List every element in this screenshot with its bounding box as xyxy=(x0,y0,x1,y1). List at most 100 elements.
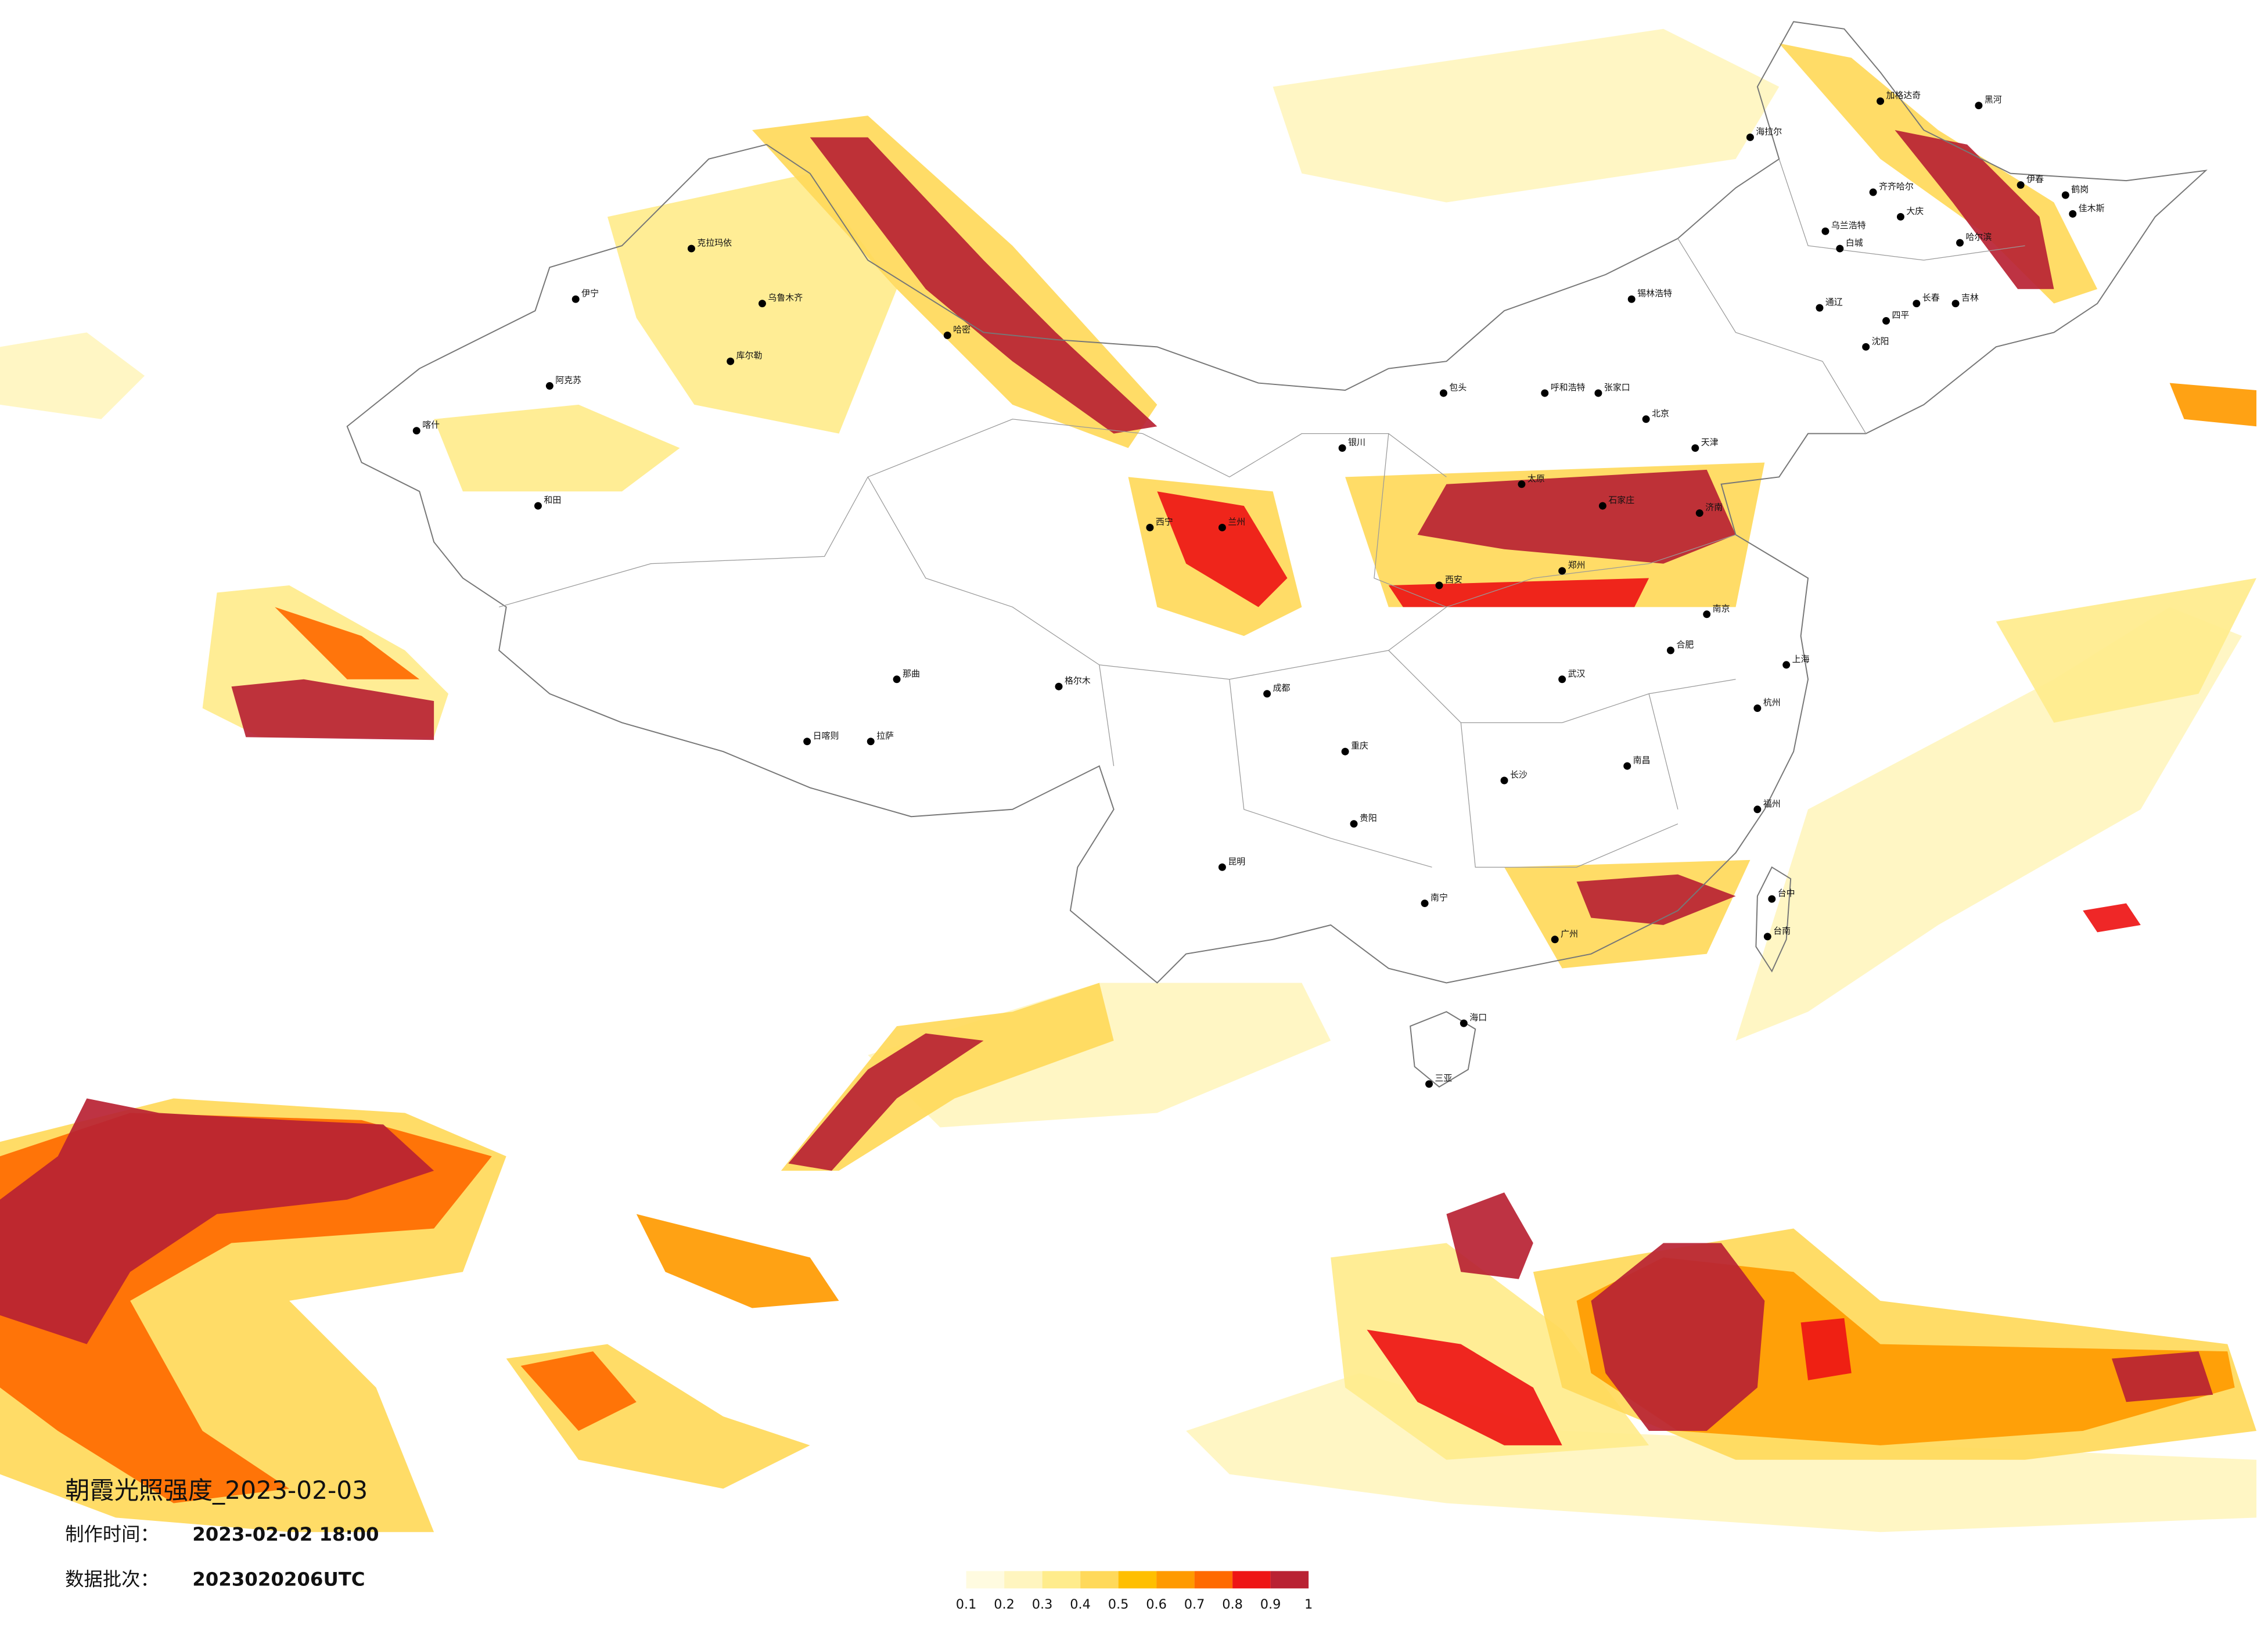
city-label: 四平 xyxy=(1892,310,1909,321)
city-dot xyxy=(1862,343,1870,351)
city-dot xyxy=(1951,300,1960,308)
province-borders xyxy=(499,159,2025,868)
city-label: 和田 xyxy=(544,495,561,505)
city-label: 北京 xyxy=(1652,408,1669,419)
legend: 0.1 0.2 0.3 0.4 0.5 0.6 0.7 0.8 0.9 1 xyxy=(956,1571,1313,1612)
city-label: 石家庄 xyxy=(1608,495,1634,505)
city-dot xyxy=(1666,646,1674,654)
legend-tick-label: 1 xyxy=(1304,1597,1313,1612)
city-dot xyxy=(1816,304,1824,312)
city-label: 伊春 xyxy=(2026,174,2044,185)
city-dot xyxy=(1558,675,1566,684)
city-label: 哈尔滨 xyxy=(1965,232,1992,242)
city-label: 喀什 xyxy=(422,420,440,430)
city-dot xyxy=(803,738,811,746)
city-label: 西宁 xyxy=(1156,516,1173,527)
taiwan xyxy=(1755,866,1792,973)
city-label: 乌鲁木齐 xyxy=(768,293,803,303)
city-dot xyxy=(1882,317,1890,325)
city-label: 伊宁 xyxy=(581,288,599,298)
city-label: 乌兰浩特 xyxy=(1831,220,1866,231)
city-label: 济南 xyxy=(1705,502,1723,513)
city-dot xyxy=(1435,581,1443,589)
intensity-area xyxy=(520,1351,637,1431)
city-dot xyxy=(2061,191,2069,199)
city-dot xyxy=(1146,523,1154,531)
city-label: 武汉 xyxy=(1568,668,1586,679)
intensity-area xyxy=(1157,491,1288,607)
city-dot xyxy=(1218,863,1226,871)
intensity-area xyxy=(2083,903,2141,933)
city-dot xyxy=(1439,389,1447,397)
legend-tick-label: 0.6 xyxy=(1146,1597,1167,1612)
legend-swatch xyxy=(1194,1571,1233,1589)
city-label: 阿克苏 xyxy=(555,375,581,386)
city-dot xyxy=(1594,389,1602,397)
city-label: 重庆 xyxy=(1351,740,1368,751)
city-label: 通辽 xyxy=(1825,297,1843,307)
intensity-area xyxy=(788,1033,984,1171)
intensity-area xyxy=(0,1098,434,1344)
city-label: 南宁 xyxy=(1430,893,1448,903)
city-label: 台南 xyxy=(1773,926,1791,936)
city-dot xyxy=(943,331,951,339)
legend-tick-label: 0.7 xyxy=(1184,1597,1205,1612)
intensity-area xyxy=(1446,1192,1533,1279)
intensity-area xyxy=(2112,1351,2213,1402)
city-dot xyxy=(1421,900,1429,908)
city-label: 福州 xyxy=(1763,798,1781,809)
intensity-area xyxy=(1367,1329,1562,1445)
legend-tick-label: 0.4 xyxy=(1070,1597,1091,1612)
city-dot xyxy=(1460,1019,1468,1027)
city-label: 齐齐哈尔 xyxy=(1879,181,1914,192)
city-dot xyxy=(1695,509,1703,517)
city-label: 黑河 xyxy=(1985,95,2002,105)
city-label: 银川 xyxy=(1348,437,1365,448)
mainland-border xyxy=(346,21,2208,984)
city-dot xyxy=(1913,300,1921,308)
intensity-area xyxy=(1388,578,1649,607)
intensity-area xyxy=(636,1214,839,1308)
city-dot xyxy=(1350,820,1358,828)
city-dot xyxy=(572,295,580,303)
city-label: 库尔勒 xyxy=(736,350,763,361)
city-label: 那曲 xyxy=(903,668,920,679)
city-label: 克拉玛依 xyxy=(697,238,732,248)
legend-tick-label: 0.8 xyxy=(1222,1597,1243,1612)
city-dot xyxy=(1956,239,1964,247)
intensity-area xyxy=(275,607,420,679)
city-dot xyxy=(1753,704,1762,713)
city-dot xyxy=(1821,227,1830,235)
city-dot xyxy=(727,357,735,365)
batch: 2023020206UTC xyxy=(192,1568,365,1590)
city-label: 合肥 xyxy=(1676,639,1694,650)
city-dot xyxy=(1623,762,1631,770)
city-label: 郑州 xyxy=(1568,560,1586,570)
city-label: 吉林 xyxy=(1961,293,1979,303)
city-dot xyxy=(1896,213,1904,221)
city-dot xyxy=(1551,936,1559,944)
city-label: 杭州 xyxy=(1763,697,1781,708)
city-dot xyxy=(1518,480,1526,488)
city-dot xyxy=(412,427,420,435)
city-label: 包头 xyxy=(1449,382,1467,393)
intensity-area xyxy=(1895,130,2054,289)
city-dot xyxy=(1753,805,1762,814)
city-dot xyxy=(687,244,695,253)
city-dot xyxy=(1425,1080,1433,1088)
legend-swatch xyxy=(966,1571,1005,1589)
intensity-area xyxy=(1735,607,2242,1041)
city-dot xyxy=(2017,181,2025,189)
city-dot xyxy=(1263,690,1271,698)
city-dot xyxy=(867,738,875,746)
intensity-area xyxy=(1591,1243,1765,1431)
city-label: 贵阳 xyxy=(1360,813,1377,823)
city-dot xyxy=(1768,895,1776,903)
city-label: 南昌 xyxy=(1633,755,1651,765)
city-dot xyxy=(893,675,901,684)
title: 朝霞光照强度_2023-02-03 xyxy=(65,1476,368,1505)
intensity-area xyxy=(1331,1243,1649,1460)
